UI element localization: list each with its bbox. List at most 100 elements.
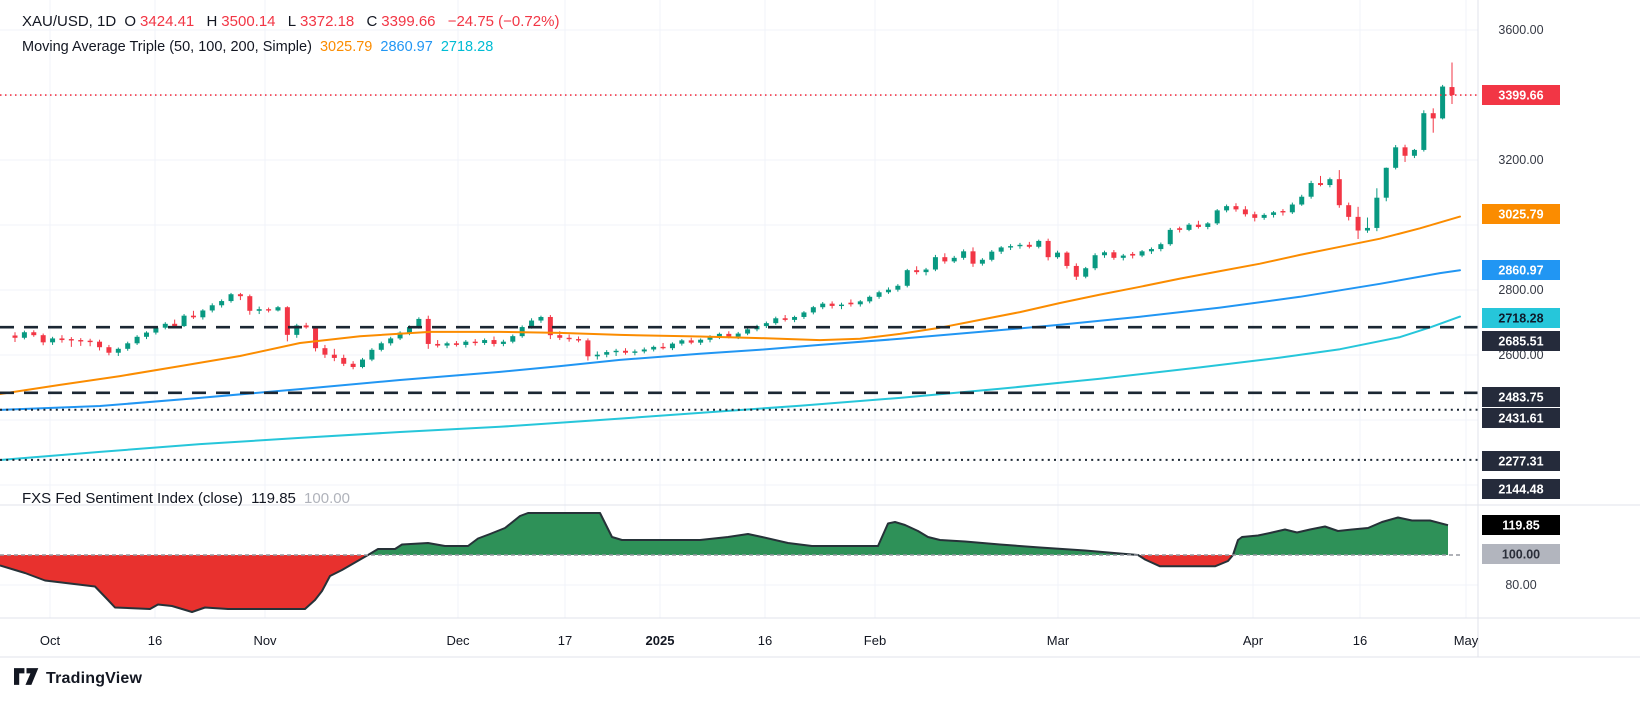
time-axis-label: Apr — [1243, 633, 1264, 648]
candle-down — [1280, 211, 1286, 213]
price-axis-badge: 100.00 — [1482, 544, 1560, 564]
ohlc-low: L 3372.18 — [287, 13, 355, 30]
candle-up — [1383, 167, 1389, 198]
candle-up — [388, 338, 394, 344]
candle-up — [820, 303, 826, 308]
candle-down — [97, 341, 103, 348]
tradingview-logo-icon — [14, 668, 39, 690]
candle-up — [50, 338, 56, 343]
candle-down — [68, 339, 74, 341]
candle-down — [87, 340, 93, 343]
candle-up — [707, 336, 713, 340]
candle-down — [1130, 253, 1136, 256]
moving-averages — [0, 215, 1461, 461]
candle-up — [679, 340, 685, 344]
candle-down — [914, 270, 920, 273]
candle-down — [284, 307, 290, 335]
badge-value: 2860.97 — [1498, 264, 1543, 278]
candle-down — [1242, 209, 1248, 215]
candle-up — [1148, 249, 1154, 252]
candle-down — [1177, 228, 1183, 230]
candle-up — [669, 343, 675, 349]
chart-pane[interactable]: 3600.00 3200.00 2800.00 2600.00 80.00 3399.66… — [0, 0, 1640, 660]
candle-up — [416, 318, 422, 328]
candle-up — [979, 259, 985, 264]
candle-down — [1346, 205, 1352, 217]
badge-background — [1482, 308, 1560, 328]
candle-up — [1214, 210, 1220, 224]
candle-down — [31, 332, 37, 336]
candle-up — [763, 323, 769, 327]
candle-up — [651, 346, 657, 350]
candle-up — [698, 339, 704, 343]
badge-value: 119.85 — [1502, 519, 1540, 533]
sma100-line — [0, 269, 1461, 411]
badge-value: 2685.51 — [1498, 335, 1543, 349]
candle-down — [472, 341, 478, 344]
candle-down — [172, 323, 178, 327]
badge-background — [1482, 479, 1560, 499]
symbol-title: XAU/USD, 1D — [22, 13, 117, 30]
time-axis-label: Nov — [253, 633, 277, 648]
sentiment-negative-area — [0, 555, 1448, 612]
candle-down — [59, 338, 65, 341]
candle-up — [369, 349, 375, 360]
candle-down — [688, 340, 694, 343]
badge-background — [1482, 260, 1560, 280]
symbol-legend-row[interactable]: XAU/USD, 1D O 3424.41 H 3500.14 L 3372.18 C… — [22, 13, 563, 30]
badge-value: 3399.66 — [1498, 89, 1543, 103]
candle-down — [237, 294, 243, 297]
price-axis[interactable]: 3600.00 3200.00 2800.00 2600.00 80.00 3399.66… — [1482, 23, 1560, 592]
candle-down — [576, 339, 582, 341]
candle-up — [1120, 255, 1126, 258]
time-axis[interactable]: Oct 16 Nov Dec 17 2025 16 Feb Mar Apr 16 May — [40, 633, 1479, 648]
candle-down — [942, 257, 948, 262]
candle-up — [1411, 149, 1417, 156]
candle-down — [341, 357, 347, 364]
candle-up — [1327, 179, 1333, 186]
price-axis-badge: 2144.48 — [1482, 479, 1560, 499]
candle-up — [406, 327, 412, 333]
candle-down — [247, 296, 253, 311]
candle-down — [1045, 240, 1051, 258]
sentiment-baseline-value: 100.00 — [304, 490, 350, 507]
badge-background — [1482, 451, 1560, 471]
ma-legend-row[interactable]: Moving Average Triple (50, 100, 200, Sim… — [22, 39, 497, 55]
candle-down — [331, 354, 337, 358]
tradingview-attribution[interactable]: TradingView — [14, 668, 142, 690]
time-axis-label: Feb — [864, 633, 886, 648]
badge-value: 2144.48 — [1498, 483, 1543, 497]
candle-up — [1008, 246, 1014, 248]
ohlc-close: C 3399.66 — [366, 13, 436, 30]
candle-down — [829, 303, 835, 306]
candle-down — [1064, 252, 1070, 266]
candle-up — [1421, 113, 1427, 150]
candle-down — [350, 363, 356, 368]
time-axis-label: Dec — [446, 633, 470, 648]
candle-up — [745, 329, 751, 334]
candle-down — [848, 302, 854, 305]
sentiment-legend-row[interactable]: FXS Fed Sentiment Index (close) 119.85 1… — [22, 490, 354, 507]
candle-up — [1101, 252, 1107, 256]
candle-up — [792, 316, 798, 320]
candle-down — [78, 340, 84, 342]
candle-up — [632, 351, 638, 353]
candle-up — [735, 333, 741, 337]
candle-up — [885, 289, 891, 293]
candle-up — [397, 332, 403, 339]
candle-up — [839, 304, 845, 307]
candle-down — [1318, 183, 1324, 186]
candle-up — [801, 312, 807, 317]
candle-up — [228, 294, 234, 302]
candle-down — [491, 340, 497, 344]
candle-up — [256, 309, 262, 311]
badge-background — [1482, 387, 1560, 407]
candle-up — [895, 285, 901, 290]
candle-up — [867, 296, 873, 302]
candle-up — [1289, 204, 1295, 213]
sentiment-positive-area — [0, 513, 1448, 555]
time-axis-label: Mar — [1047, 633, 1070, 648]
candle-up — [1364, 227, 1370, 231]
ohlc-high: H 3500.14 — [206, 13, 276, 30]
candle-up — [1158, 244, 1164, 250]
